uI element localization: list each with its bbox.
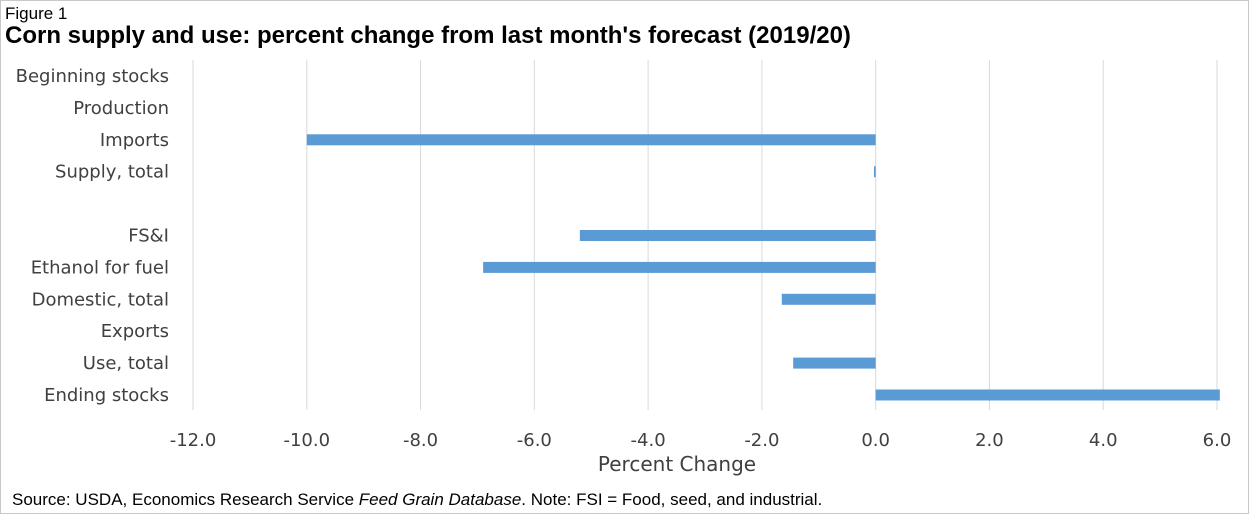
source-database: Feed Grain Database [358, 490, 522, 509]
x-tick-label: 2.0 [975, 430, 1004, 451]
bar [306, 134, 876, 146]
source-suffix: . Note: FSI = Food, seed, and industrial… [521, 490, 823, 509]
category-label: Domestic, total [32, 289, 169, 310]
x-tick-label: 0.0 [861, 430, 890, 451]
x-tick-label: -12.0 [170, 430, 217, 451]
figure-label: Figure 1 [5, 4, 68, 23]
source-prefix: Source: USDA, Economics Research Service [12, 490, 359, 509]
x-tick-label: 6.0 [1203, 430, 1232, 451]
category-label: Imports [100, 130, 169, 151]
category-label: Ethanol for fuel [31, 257, 169, 278]
bar [579, 230, 876, 241]
category-label: Supply, total [55, 162, 169, 183]
category-label: Use, total [83, 353, 169, 374]
x-tick-label: -8.0 [403, 430, 438, 451]
bar [781, 293, 876, 305]
source-note: Source: USDA, Economics Research Service… [12, 490, 822, 510]
x-tick-label: 4.0 [1089, 430, 1118, 451]
category-label: Ending stocks [44, 385, 169, 406]
category-label: Production [73, 98, 169, 119]
category-label: Exports [101, 321, 169, 342]
x-tick-label: -6.0 [517, 430, 552, 451]
x-axis-title: Percent Change [598, 452, 756, 476]
category-labels: Beginning stocks Production Imports Supply,… [16, 66, 169, 406]
chart-title: Corn supply and use: percent change from… [5, 22, 851, 49]
bar [483, 261, 876, 273]
bar [873, 166, 876, 178]
bar [793, 357, 876, 369]
category-label: Beginning stocks [16, 66, 169, 87]
x-tick-label: -2.0 [744, 430, 779, 451]
x-tick-label: -4.0 [631, 430, 666, 451]
bar [875, 389, 1220, 401]
bars [306, 134, 1220, 401]
x-tick-label: -10.0 [283, 430, 330, 451]
x-tick-labels: -12.0 -10.0 -8.0 -6.0 -4.0 -2.0 0.0 2.0 4.0 6.0 [170, 430, 1232, 451]
category-label: FS&I [128, 226, 169, 247]
